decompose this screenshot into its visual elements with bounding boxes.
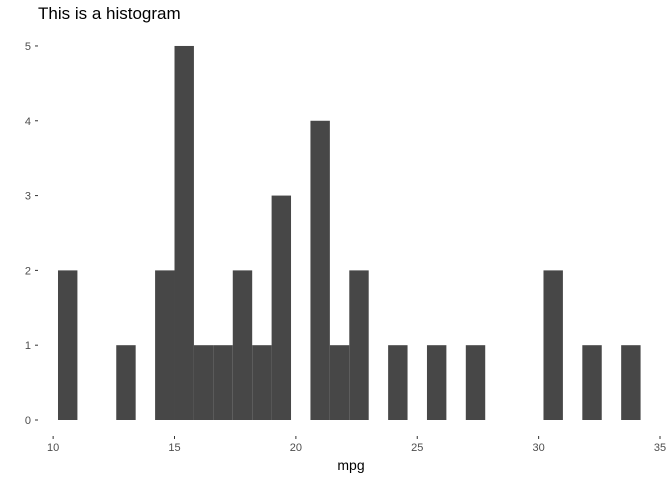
x-axis: 10 15 20 25 30 35	[47, 436, 666, 454]
histogram-bar-0	[57, 270, 78, 420]
y-axis: 0 1 2 3 4 5	[25, 41, 38, 427]
histogram-bar-2	[155, 270, 175, 420]
y-tick-label: 2	[25, 265, 31, 277]
histogram-bar-3	[174, 45, 194, 420]
x-axis-title: mpg	[337, 457, 364, 473]
histogram-bar-5	[213, 345, 233, 420]
y-tick-label: 1	[25, 340, 31, 352]
chart-title: This is a histogram	[38, 4, 181, 23]
x-tick-label: 15	[168, 442, 180, 454]
y-tick-label: 4	[25, 116, 31, 128]
histogram-bar-4	[193, 345, 214, 420]
y-tick-label: 0	[25, 415, 31, 427]
histogram-bar-6	[232, 270, 253, 420]
y-tick-label: 5	[25, 41, 31, 53]
histogram-bar-1	[116, 345, 136, 420]
x-tick-label: 20	[290, 442, 302, 454]
x-tick-label: 25	[411, 442, 423, 454]
x-tick-label: 30	[533, 442, 545, 454]
histogram-bar-12	[388, 345, 408, 420]
histogram-bar-17	[621, 345, 641, 420]
y-tick-label: 3	[25, 191, 31, 203]
histogram-bar-9	[310, 120, 330, 421]
histogram-bar-7	[252, 345, 272, 420]
histogram-bar-8	[271, 195, 292, 420]
histogram-bar-11	[349, 270, 369, 420]
histogram-bar-16	[582, 345, 602, 420]
x-tick-label: 35	[654, 442, 666, 454]
histogram-bar-15	[543, 270, 563, 420]
histogram-bar-13	[426, 345, 447, 420]
bars-layer	[57, 45, 641, 421]
x-tick-label: 10	[47, 442, 59, 454]
histogram-bar-14	[465, 345, 486, 420]
histogram-bar-10	[329, 345, 350, 420]
